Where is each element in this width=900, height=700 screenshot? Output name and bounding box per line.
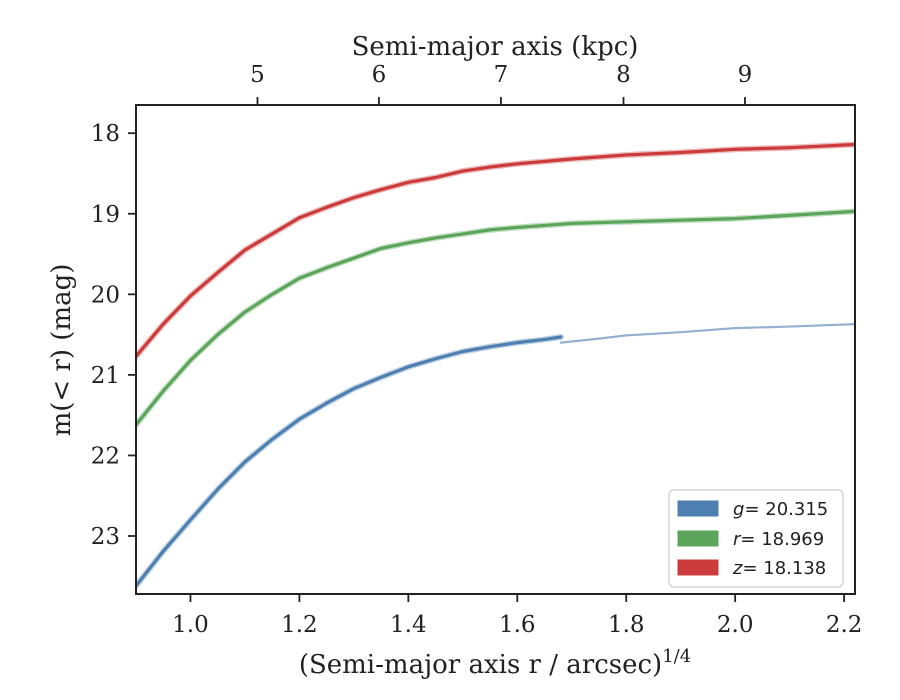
series-r-line [136, 209, 855, 427]
x-tick-label: 1.4 [390, 612, 427, 638]
x-axis-title-exponent: 1/4 [662, 646, 691, 667]
legend-value-z: = 18.138 [742, 558, 826, 579]
series-r-band [136, 208, 855, 428]
legend-value-g: = 20.315 [744, 499, 828, 520]
top-tick-label: 5 [250, 62, 265, 88]
y-tick-label: 19 [91, 202, 120, 228]
legend-label-r: r= 18.969 [733, 529, 824, 550]
x-tick-label: 1.2 [281, 612, 318, 638]
y-axis-title: m(< r) (mag) [47, 264, 77, 437]
ticks-layer: 1.0 1.2 1.4 1.6 1.8 2.0 2.2 18 19 20 21 22 23 5 6 7 8 9 [91, 62, 863, 638]
x-tick-label: 1.6 [499, 612, 536, 638]
legend-entry-z: z= 18.138 [677, 558, 826, 579]
series-z-line [136, 142, 855, 358]
legend-value-r: = 18.969 [740, 529, 824, 550]
x-axis-title-text: (Semi-major axis r / arcsec) [299, 650, 662, 680]
x-tick-label: 2.0 [717, 612, 754, 638]
legend-swatch-z [677, 559, 719, 576]
legend: g= 20.315 r= 18.969 z= 18.138 [668, 489, 844, 588]
plot-frame [135, 104, 856, 595]
top-tick-label: 8 [616, 62, 631, 88]
legend-symbol-z: z [732, 558, 743, 579]
y-tick-label: 22 [91, 443, 120, 469]
legend-swatch-r [677, 530, 719, 547]
top-tick-label: 9 [738, 62, 753, 88]
series-layer [136, 141, 855, 589]
series-g-extrapolation-line [559, 323, 855, 344]
legend-label-g: g= 20.315 [733, 499, 828, 520]
x-tick-label: 2.2 [826, 612, 863, 638]
x-tick-label: 1.8 [608, 612, 645, 638]
top-tick-label: 6 [372, 62, 387, 88]
legend-swatch-g [677, 500, 719, 517]
legend-label-z: z= 18.138 [732, 558, 826, 579]
legend-symbol-g: g [733, 499, 744, 520]
x-tick-label: 1.0 [172, 612, 209, 638]
y-tick-label: 18 [91, 121, 120, 147]
y-tick-label: 20 [91, 282, 120, 308]
top-tick-label: 7 [494, 62, 509, 88]
legend-entry-r: r= 18.969 [677, 529, 824, 550]
series-g-band [136, 334, 564, 589]
legend-entry-g: g= 20.315 [677, 499, 828, 520]
legend-symbol-r: r [733, 529, 742, 550]
series-g-line [136, 335, 563, 588]
y-tick-label: 23 [91, 524, 120, 550]
top-axis-title: Semi-major axis (kpc) [352, 32, 639, 62]
y-tick-label: 21 [91, 363, 120, 389]
x-axis-title: (Semi-major axis r / arcsec)1/4 [299, 646, 691, 680]
